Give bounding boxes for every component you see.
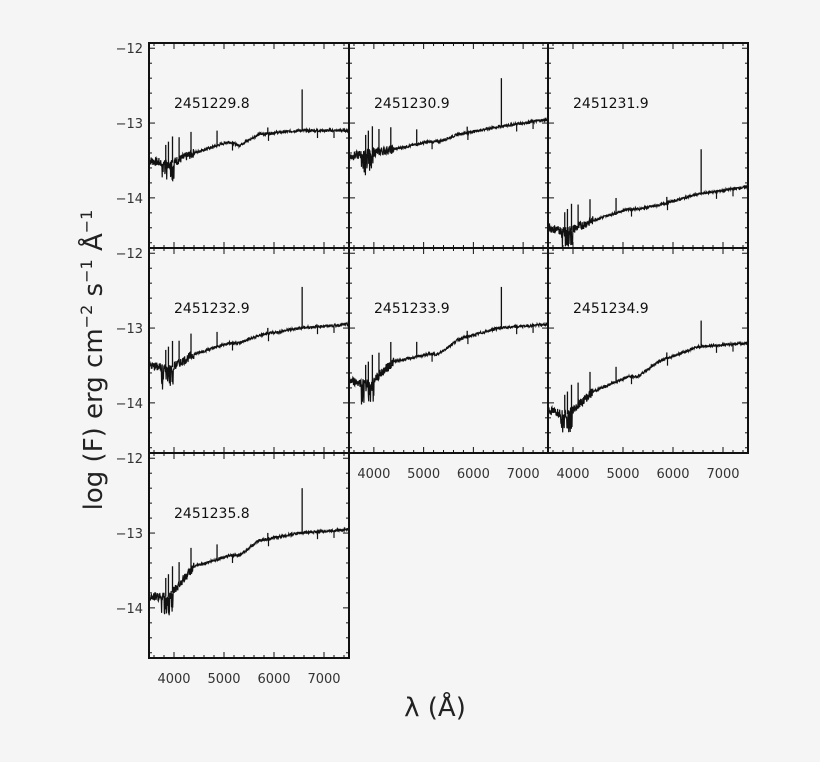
panel-frame (348, 247, 549, 454)
x-tick-label: 5000 (407, 467, 440, 482)
y-tick-label: −12 (116, 247, 143, 262)
panel-frame (547, 247, 749, 454)
x-tick-label: 7000 (307, 672, 340, 687)
y-tick-label: −12 (116, 452, 143, 467)
panel-grid: 2451229.8 2451230.9 2451231.9 2451232.9 2451… (148, 42, 749, 659)
panel-date-label: 2451235.8 (174, 506, 250, 522)
spectrum-line (148, 526, 350, 616)
spectrum-line (348, 321, 549, 405)
x-tick-label: 6000 (257, 672, 290, 687)
x-tick-label: 4000 (556, 467, 589, 482)
x-tick-label: 6000 (457, 467, 490, 482)
x-tick-label: 6000 (656, 467, 689, 482)
spectrum-panel: 2451234.9 (547, 247, 749, 454)
y-tick-label: −12 (116, 42, 143, 57)
x-tick-label: 5000 (207, 672, 240, 687)
panel-date-label: 2451229.8 (174, 96, 250, 112)
panel-frame (148, 452, 350, 659)
axis-labels: −12 −13 −14 −12 −13 −14 4000 5000 6000 7000 4000 50… (116, 42, 740, 687)
panel-date-label: 2451231.9 (573, 96, 649, 112)
spectrum-panel: 2451235.8 (148, 452, 350, 659)
svg-text:log (F) erg cm−2 s−1 Å−1: log (F) erg cm−2 s−1 Å−1 (77, 210, 109, 511)
panel-date-label: 2451233.9 (374, 301, 450, 317)
y-tick-label: −13 (116, 117, 143, 132)
spectrum-line (547, 340, 749, 433)
panel-date-label: 2451232.9 (174, 301, 250, 317)
x-axis-title: λ (Å) (404, 691, 466, 723)
x-tick-label: 5000 (606, 467, 639, 482)
spectrum-line (148, 321, 350, 390)
x-tick-label: 7000 (706, 467, 739, 482)
panel-date-label: 2451230.9 (374, 96, 450, 112)
y-tick-label: −13 (116, 322, 143, 337)
panel-date-label: 2451234.9 (573, 301, 649, 317)
x-tick-label: 4000 (357, 467, 390, 482)
spectrum-panel: 2451231.9 (547, 42, 749, 249)
spectrum-panel: 2451229.8 (148, 42, 350, 249)
spectrum-line (148, 127, 350, 182)
x-tick-label: 7000 (507, 467, 540, 482)
spectrum-line (348, 116, 549, 176)
spectrum-panel: 2451233.9 (348, 247, 549, 454)
y-tick-label: −14 (116, 602, 143, 617)
y-axis-title: log (F) erg cm−2 s−1 Å−1 (77, 210, 109, 511)
spectrum-line (547, 184, 749, 248)
y-tick-label: −13 (116, 527, 143, 542)
y-tick-label: −14 (116, 192, 143, 207)
spectrum-panel: 2451230.9 (348, 42, 549, 249)
spectrum-panel: 2451232.9 (148, 247, 350, 454)
x-tick-label: 4000 (157, 672, 190, 687)
y-tick-label: −14 (116, 397, 143, 412)
